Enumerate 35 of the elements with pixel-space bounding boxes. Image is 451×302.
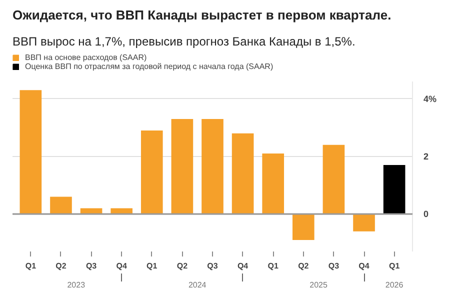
text: 2025 <box>310 280 328 290</box>
bar <box>383 165 406 214</box>
text: 2023 <box>67 280 86 290</box>
legend-label: ВВП на основе расходов (SAAR) <box>25 53 147 62</box>
x-tick-label: Q4 <box>237 262 249 270</box>
x-tick-label: Q3 <box>328 262 340 270</box>
bar <box>232 133 254 214</box>
x-tick-label: Q1 <box>268 262 279 270</box>
bar <box>292 214 314 240</box>
x-tick-label: Q1 <box>388 262 400 270</box>
bar <box>20 90 42 214</box>
y-tick-label: 4% <box>424 94 437 104</box>
bar <box>171 118 194 214</box>
x-tick-label: Q2 <box>56 262 67 270</box>
bar <box>50 196 72 214</box>
bar <box>353 214 375 232</box>
chart-title: Ожидается, что ВВП Канады вырастет в первом квартале. <box>12 8 392 22</box>
y-tick-label: 2 <box>424 151 429 162</box>
x-tick-label: Q4 <box>116 262 128 270</box>
x-tick-label: Q1 <box>25 262 37 270</box>
x-tick-label: Q4 <box>358 262 370 270</box>
bar <box>140 130 163 214</box>
bar <box>202 118 224 214</box>
text: 2024 <box>188 280 207 290</box>
x-tick-label: Q2 <box>176 262 188 270</box>
legend-label: Оценка ВВП по отраслям за годовой период с начала года (SAAR) <box>25 62 274 71</box>
text: 2026 <box>385 280 404 290</box>
chart-subtitle: ВВП вырос на 1,7%, превысив прогноз Банка Канады в 1,5%. <box>12 34 356 48</box>
x-tick-label: Q1 <box>146 262 158 270</box>
x-tick-label: Q3 <box>207 262 218 270</box>
y-tick-label: 0 <box>424 209 429 220</box>
bar <box>322 144 345 214</box>
bar <box>262 154 284 214</box>
x-tick-label: Q2 <box>298 262 310 270</box>
x-tick-label: Q3 <box>86 262 98 270</box>
